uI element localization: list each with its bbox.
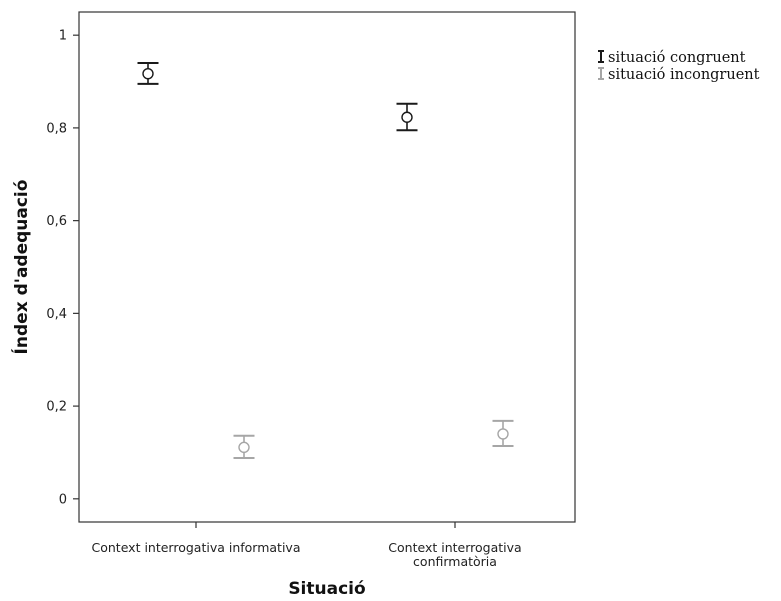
y-tick-label: 0	[59, 492, 67, 507]
plot-frame	[78, 11, 576, 523]
mean-marker	[238, 441, 250, 454]
x-category-label: Context interrogativa informativa	[92, 540, 301, 555]
legend-item: situació congruent	[598, 50, 746, 66]
mean-marker	[142, 67, 154, 80]
x-category-label: Context interrogativa	[388, 540, 521, 555]
y-tick-label: 0,8	[46, 121, 67, 136]
y-tick-label: 0,6	[46, 214, 67, 229]
mean-marker	[497, 428, 509, 440]
x-category-label: confirmatòria	[413, 554, 497, 569]
mean-marker	[401, 111, 413, 123]
y-tick-label: 1	[59, 29, 67, 44]
x-axis-title: Situació	[288, 579, 365, 599]
error-bar	[137, 62, 159, 85]
y-axis-title: Índex d'adequació	[10, 180, 32, 355]
error-bar	[396, 102, 418, 132]
error-bar	[233, 434, 255, 460]
y-tick-label: 0,2	[46, 400, 67, 415]
legend-item: situació incongruent	[598, 67, 760, 83]
legend-label: situació congruent	[608, 50, 746, 66]
y-tick-label: 0,4	[46, 307, 67, 322]
error-bar	[492, 419, 514, 447]
legend-label: situació incongruent	[608, 67, 760, 83]
